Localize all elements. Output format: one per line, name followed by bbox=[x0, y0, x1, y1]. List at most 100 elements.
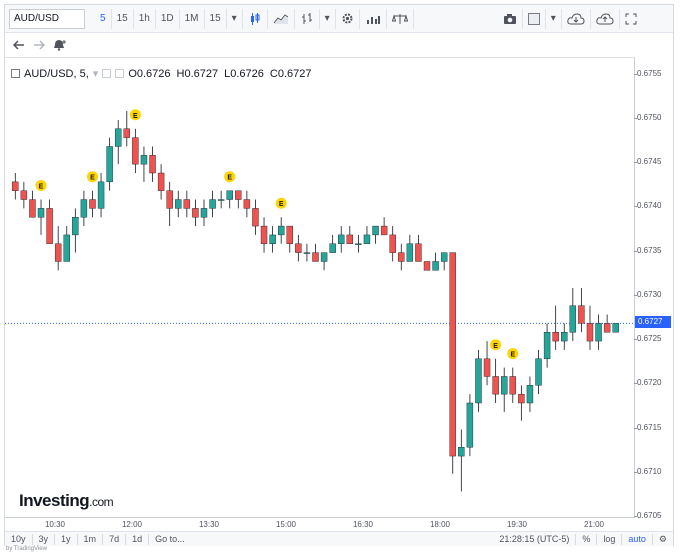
time-tick-label: 12:00 bbox=[121, 520, 143, 529]
interval-1h-button[interactable]: 1h bbox=[134, 8, 156, 29]
candle bbox=[389, 226, 396, 262]
candle bbox=[217, 190, 225, 209]
candle bbox=[561, 323, 568, 350]
range-3y-button[interactable]: 3y bbox=[33, 533, 56, 545]
collapse-square-icon[interactable] bbox=[11, 69, 20, 78]
percent-scale-button[interactable]: % bbox=[575, 533, 596, 545]
interval-dropdown-chevron-icon[interactable]: ▾ bbox=[227, 8, 243, 29]
event-badge-circle bbox=[224, 171, 236, 183]
interval-1d-button[interactable]: 1D bbox=[156, 8, 180, 29]
candle-body bbox=[406, 243, 414, 262]
candle bbox=[552, 305, 559, 350]
interval-select-value: 15 bbox=[209, 12, 221, 24]
legend-hide-icon[interactable] bbox=[115, 69, 125, 78]
candle-body bbox=[277, 225, 285, 236]
candle-body bbox=[37, 208, 45, 218]
candle-body bbox=[20, 190, 28, 200]
candle-body bbox=[526, 385, 534, 404]
candle bbox=[106, 137, 113, 191]
go-to-button[interactable]: Go to... bbox=[155, 533, 185, 544]
event-badge: E bbox=[86, 171, 98, 183]
compare-scale-icon[interactable] bbox=[387, 8, 414, 29]
legend-chevron-icon[interactable]: ▾ bbox=[92, 68, 99, 80]
candle-body bbox=[183, 199, 191, 209]
alert-bell-icon[interactable] bbox=[49, 35, 71, 55]
price-chart-pane[interactable]: E E E E E E E bbox=[5, 57, 635, 517]
candle-body bbox=[398, 252, 405, 262]
range-1d-button[interactable]: 1d bbox=[126, 533, 150, 545]
candle bbox=[175, 190, 182, 218]
candle bbox=[518, 385, 525, 421]
background-color-button[interactable] bbox=[523, 8, 546, 29]
candle-body bbox=[303, 252, 311, 254]
candles-style-icon[interactable] bbox=[243, 8, 268, 29]
candle bbox=[243, 190, 251, 218]
candle bbox=[37, 199, 45, 235]
bars-style-icon[interactable] bbox=[295, 8, 320, 29]
legend-high: H0.6727 bbox=[176, 67, 219, 80]
symbol-search-input[interactable]: AUD/USD bbox=[9, 8, 85, 29]
chart-type-chevron-icon[interactable]: ▾ bbox=[320, 8, 336, 29]
candle-body bbox=[217, 199, 225, 201]
color-chevron-icon[interactable]: ▾ bbox=[546, 8, 562, 29]
interval-1m-button[interactable]: 1M bbox=[180, 8, 205, 29]
candle bbox=[115, 119, 122, 165]
candle bbox=[303, 243, 311, 262]
interval-select[interactable]: 15 bbox=[205, 8, 227, 29]
range-10y-button[interactable]: 10y bbox=[5, 533, 33, 545]
price-tick-label: 0.6750 bbox=[633, 112, 662, 122]
candle-body bbox=[509, 376, 516, 395]
range-1y-button[interactable]: 1y bbox=[55, 533, 78, 545]
candle-body bbox=[166, 190, 173, 209]
candle-body bbox=[235, 190, 242, 200]
event-badge-circle bbox=[129, 109, 141, 121]
legend-settings-icon[interactable] bbox=[102, 69, 112, 78]
candle-body bbox=[89, 199, 96, 209]
candle-body bbox=[252, 208, 259, 227]
interval-5-button[interactable]: 5 bbox=[95, 8, 112, 29]
price-tick-label: 0.6735 bbox=[633, 245, 662, 255]
range-1m-button[interactable]: 1m bbox=[78, 533, 104, 545]
log-scale-button[interactable]: log bbox=[596, 533, 621, 545]
candle-body bbox=[586, 323, 594, 342]
candle bbox=[612, 323, 619, 333]
candle bbox=[46, 199, 53, 244]
price-axis[interactable]: 0.6755 0.6750 0.6745 0.6740 0.6735 0.6730 0.67… bbox=[633, 57, 673, 520]
time-axis[interactable]: 10:30 12:00 13:30 15:00 16:30 18:00 19:30 21:00 bbox=[5, 517, 635, 531]
undo-arrow-icon[interactable] bbox=[9, 35, 29, 55]
auto-scale-button[interactable]: auto bbox=[621, 533, 652, 545]
candle bbox=[449, 252, 456, 474]
candle bbox=[63, 226, 70, 262]
save-cloud-icon[interactable] bbox=[591, 8, 620, 29]
fullscreen-icon[interactable] bbox=[620, 9, 642, 29]
load-cloud-icon[interactable] bbox=[562, 8, 591, 29]
candle-body bbox=[561, 332, 568, 342]
candle bbox=[226, 190, 233, 209]
current-price-label: 0.6727 bbox=[635, 316, 671, 329]
price-tick-label: 0.6720 bbox=[633, 378, 662, 388]
legend-title: AUD/USD, 5, bbox=[24, 67, 89, 80]
candle-body bbox=[492, 376, 499, 395]
candle bbox=[12, 173, 19, 200]
range-7d-button[interactable]: 7d bbox=[103, 533, 127, 545]
candle bbox=[312, 243, 319, 262]
candle-body bbox=[355, 243, 362, 245]
logo-name: Investing bbox=[19, 491, 90, 510]
area-style-icon[interactable] bbox=[268, 8, 295, 29]
indicators-icon[interactable] bbox=[360, 8, 387, 29]
candle bbox=[578, 288, 585, 333]
candle bbox=[209, 190, 216, 218]
snapshot-camera-icon[interactable] bbox=[498, 8, 523, 29]
interval-15-button[interactable]: 15 bbox=[112, 8, 134, 29]
candle-body bbox=[475, 358, 482, 404]
tradingview-credit[interactable]: by TradingView bbox=[6, 546, 47, 552]
redo-arrow-icon[interactable] bbox=[29, 35, 49, 55]
event-badge: E bbox=[275, 197, 287, 209]
axis-settings-gear-icon[interactable]: ⚙ bbox=[651, 533, 673, 545]
settings-gear-icon[interactable] bbox=[336, 8, 360, 29]
candle bbox=[132, 128, 139, 173]
candle bbox=[380, 217, 388, 236]
event-badge-label: E bbox=[279, 201, 284, 208]
candle bbox=[501, 367, 508, 412]
event-badge-circle bbox=[86, 171, 98, 183]
